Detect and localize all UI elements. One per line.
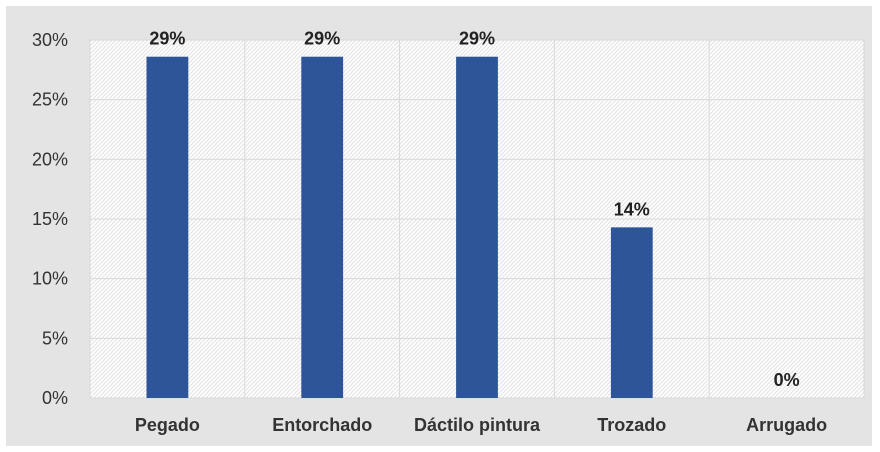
chart-frame: 0% 5% 10% 15% 20% 25% 30% 29% Pegado 29% Entorchad…	[6, 6, 872, 446]
data-label: 14%	[614, 199, 650, 219]
y-tick-label: 5%	[42, 328, 68, 348]
data-label: 29%	[149, 29, 185, 49]
bar-chart: 0% 5% 10% 15% 20% 25% 30% 29% Pegado 29% Entorchad…	[32, 29, 865, 435]
bar	[610, 227, 653, 398]
data-label: 29%	[459, 29, 495, 49]
y-tick-label: 15%	[32, 209, 68, 229]
y-tick-label: 20%	[32, 149, 68, 169]
x-category-label: Entorchado	[272, 415, 372, 435]
x-category-label: Trozado	[597, 415, 666, 435]
x-category-label: Pegado	[135, 415, 200, 435]
data-label: 29%	[304, 29, 340, 49]
bar	[301, 56, 344, 398]
data-label: 0%	[774, 370, 800, 390]
y-tick-label: 10%	[32, 269, 68, 289]
y-tick-label: 30%	[32, 30, 68, 50]
y-tick-label: 25%	[32, 90, 68, 110]
bar	[456, 56, 498, 398]
x-category-label: Arrugado	[746, 415, 827, 435]
bar	[146, 56, 189, 398]
x-category-label: Dáctilo pintura	[414, 415, 541, 435]
y-tick-label: 0%	[42, 388, 68, 408]
